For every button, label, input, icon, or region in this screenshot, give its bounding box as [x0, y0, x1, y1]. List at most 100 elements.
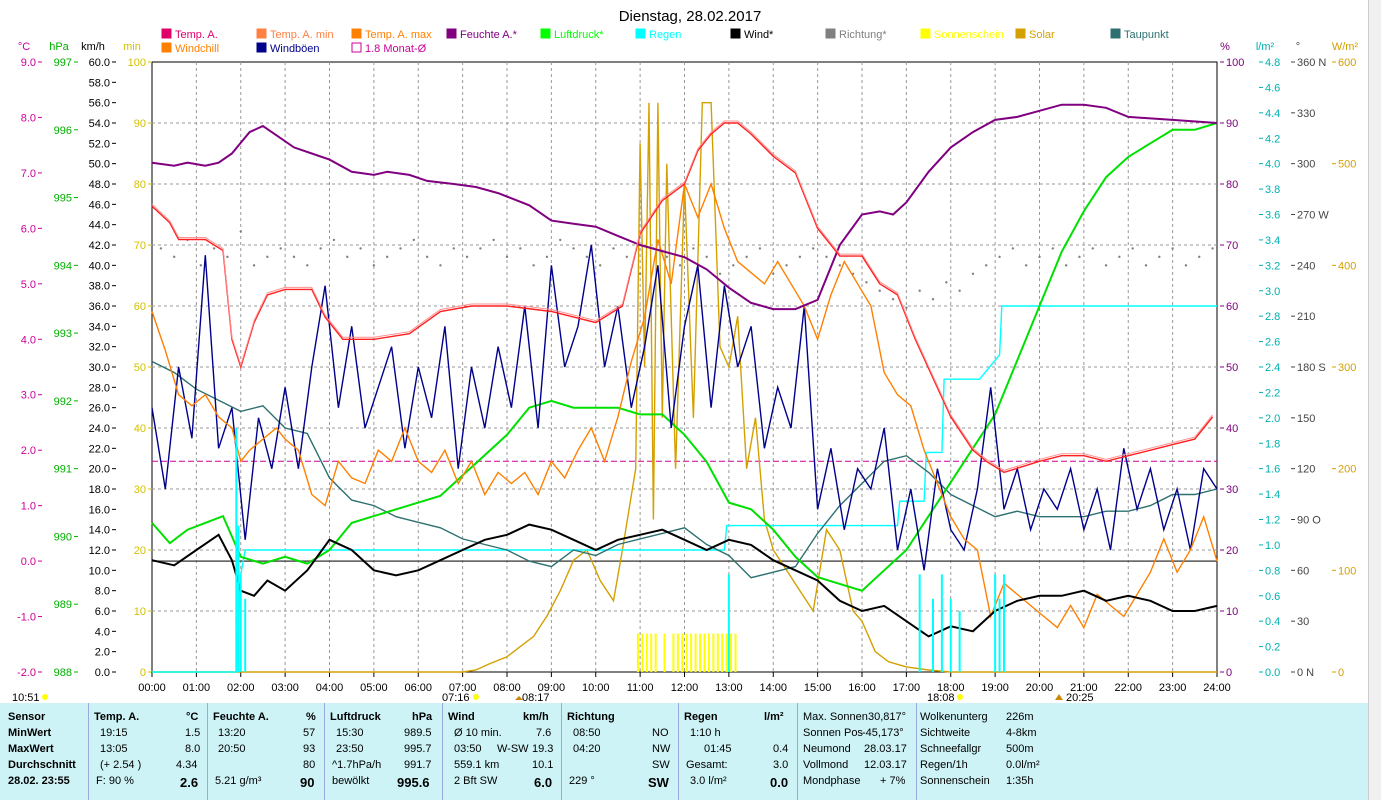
series-point-richtung — [372, 264, 376, 267]
series-point-richtung — [891, 298, 895, 301]
rain-unit: l/m² — [764, 711, 784, 723]
astro-moonphase: + 7% — [880, 775, 906, 787]
axis-tick-label: 100 — [1226, 57, 1244, 69]
series-point-richtung — [1184, 264, 1188, 267]
humidity-min: 57 — [303, 727, 316, 739]
legend-label: Taupunkt — [1124, 29, 1169, 41]
x-tick-label: 22:00 — [1114, 682, 1142, 694]
wind-max-direction: W-SW — [497, 743, 529, 755]
series-point-richtung — [931, 298, 935, 301]
axis-tick-label: 360 N — [1297, 57, 1326, 69]
axis-tick-label: 600 — [1338, 57, 1356, 69]
axis-tick-label: 2.0 — [21, 445, 36, 457]
min-row-label: MinWert — [8, 727, 52, 739]
axis-tick-label: 8.0 — [21, 112, 36, 124]
astro-fullmoon-label: Vollmond — [803, 759, 849, 771]
axis-tick-label: 90 — [1226, 118, 1238, 130]
axis-tick-label: 330 — [1297, 108, 1315, 120]
marker-transit: 08:17 — [522, 692, 550, 703]
pressure-trend-value: 991.7 — [404, 759, 432, 771]
series-point-richtung — [172, 255, 176, 259]
moonset-icon — [1055, 694, 1063, 700]
axis-tick-label: 3.0 — [1265, 286, 1280, 298]
series-point-richtung — [825, 255, 828, 259]
series-line-wind — [151, 523, 1218, 638]
series-point-richtung — [452, 247, 455, 250]
series-point-richtung — [998, 255, 1001, 259]
legend-label: Temp. A. max — [365, 29, 432, 41]
axis-tick-label: -2.0 — [17, 667, 36, 679]
rain-total: 3.0 — [773, 759, 789, 771]
legend-swatch — [161, 28, 172, 39]
sunrise-icon — [473, 694, 479, 700]
axis-tick-label: 50.0 — [89, 159, 110, 171]
axis-unit-label: min — [123, 41, 141, 53]
series-point-richtung — [1078, 255, 1081, 259]
axis-tick-label: 50 — [134, 362, 146, 374]
legend-label: Richtung* — [839, 29, 887, 41]
axis-tick-label: 42.0 — [89, 240, 110, 252]
axis-unit-label: °C — [18, 41, 30, 53]
axis-tick-label: 4.6 — [1265, 82, 1280, 94]
legend-label: Luftdruck* — [554, 29, 604, 41]
x-tick-label: 10:00 — [582, 682, 610, 694]
series-point-richtung — [1091, 247, 1094, 250]
wind-max-time: 03:50 — [454, 743, 482, 755]
legend-label: Wind* — [744, 29, 774, 41]
axis-tick-label: 995 — [54, 193, 72, 205]
humidity-max: 93 — [303, 743, 316, 755]
series-point-richtung — [612, 247, 615, 250]
axis-tick-label: 240 — [1297, 260, 1315, 272]
axis-tick-label: 44.0 — [89, 220, 110, 232]
x-tick-label: 04:00 — [316, 682, 344, 694]
axis-tick-label: 4.2 — [1265, 133, 1280, 145]
legend-swatch — [351, 28, 362, 39]
axis-unit-label: l/m² — [1256, 41, 1275, 53]
axis-tick-label: 997 — [54, 57, 72, 69]
series-point-richtung — [785, 264, 788, 267]
astro-newmoon: 28.03.17 — [864, 743, 907, 755]
x-tick-label: 16:00 — [848, 682, 876, 694]
series-point-richtung — [239, 230, 242, 233]
misc-cloudbase: 226m — [1006, 711, 1034, 723]
series-point-richtung — [732, 264, 735, 267]
series-line-windb-en — [151, 244, 1218, 571]
axis-tick-label: 50 — [1226, 362, 1238, 374]
vertical-scrollbar[interactable] — [1368, 0, 1381, 800]
humidity-absolute: 5.21 g/m³ — [215, 775, 262, 787]
rain-total-label: Gesamt: — [686, 759, 728, 771]
series-point-richtung — [1198, 255, 1201, 259]
axis-tick-label: 4.8 — [1265, 57, 1280, 69]
axis-tick-label: 2.8 — [1265, 311, 1280, 323]
axis-tick-label: 6.0 — [21, 223, 36, 235]
axis-tick-label: 32.0 — [89, 342, 110, 354]
bottom-markers: 10:51 07:16 08:17 18:08 20:25 — [12, 692, 1094, 703]
axis-tick-label: 2.6 — [1265, 337, 1280, 349]
series-point-richtung — [359, 247, 362, 250]
temp-header: Temp. A. — [94, 711, 140, 723]
series-point-richtung — [492, 238, 495, 242]
series-point-richtung — [1011, 247, 1015, 250]
axis-tick-label: 4.0 — [95, 626, 110, 638]
temp-avg: 2.6 — [180, 775, 199, 790]
axis-tick-label: -1.0 — [17, 612, 36, 624]
series-point-richtung — [545, 255, 549, 259]
axis-tick-label: 210 — [1297, 311, 1315, 323]
axis-tick-label: 54.0 — [89, 118, 110, 130]
rain-header: Regen — [684, 711, 718, 723]
legend-swatch — [1015, 28, 1026, 39]
x-tick-label: 24:00 — [1203, 682, 1231, 694]
humidity-max-time: 20:50 — [218, 743, 246, 755]
astro-max-sun-label: Max. Sonnen — [803, 711, 868, 723]
wind-bft: 2 Bft SW — [454, 775, 498, 787]
temp-max-time: 13:05 — [100, 743, 128, 755]
series-point-richtung — [1131, 247, 1134, 250]
plot-area — [151, 61, 1218, 673]
wind-avg10-label: Ø 10 min. — [454, 727, 502, 739]
axis-tick-label: 120 — [1297, 464, 1315, 476]
series-point-richtung — [811, 247, 815, 250]
astro-moonphase-label: Mondphase — [803, 775, 861, 787]
x-axis: 00:00 01:00 02:00 03:00 04:00 05:00 06:00 07:00… — [138, 672, 1231, 694]
axis-tick-label: 34.0 — [89, 321, 110, 333]
axis-tick-label: 270 W — [1297, 210, 1329, 222]
